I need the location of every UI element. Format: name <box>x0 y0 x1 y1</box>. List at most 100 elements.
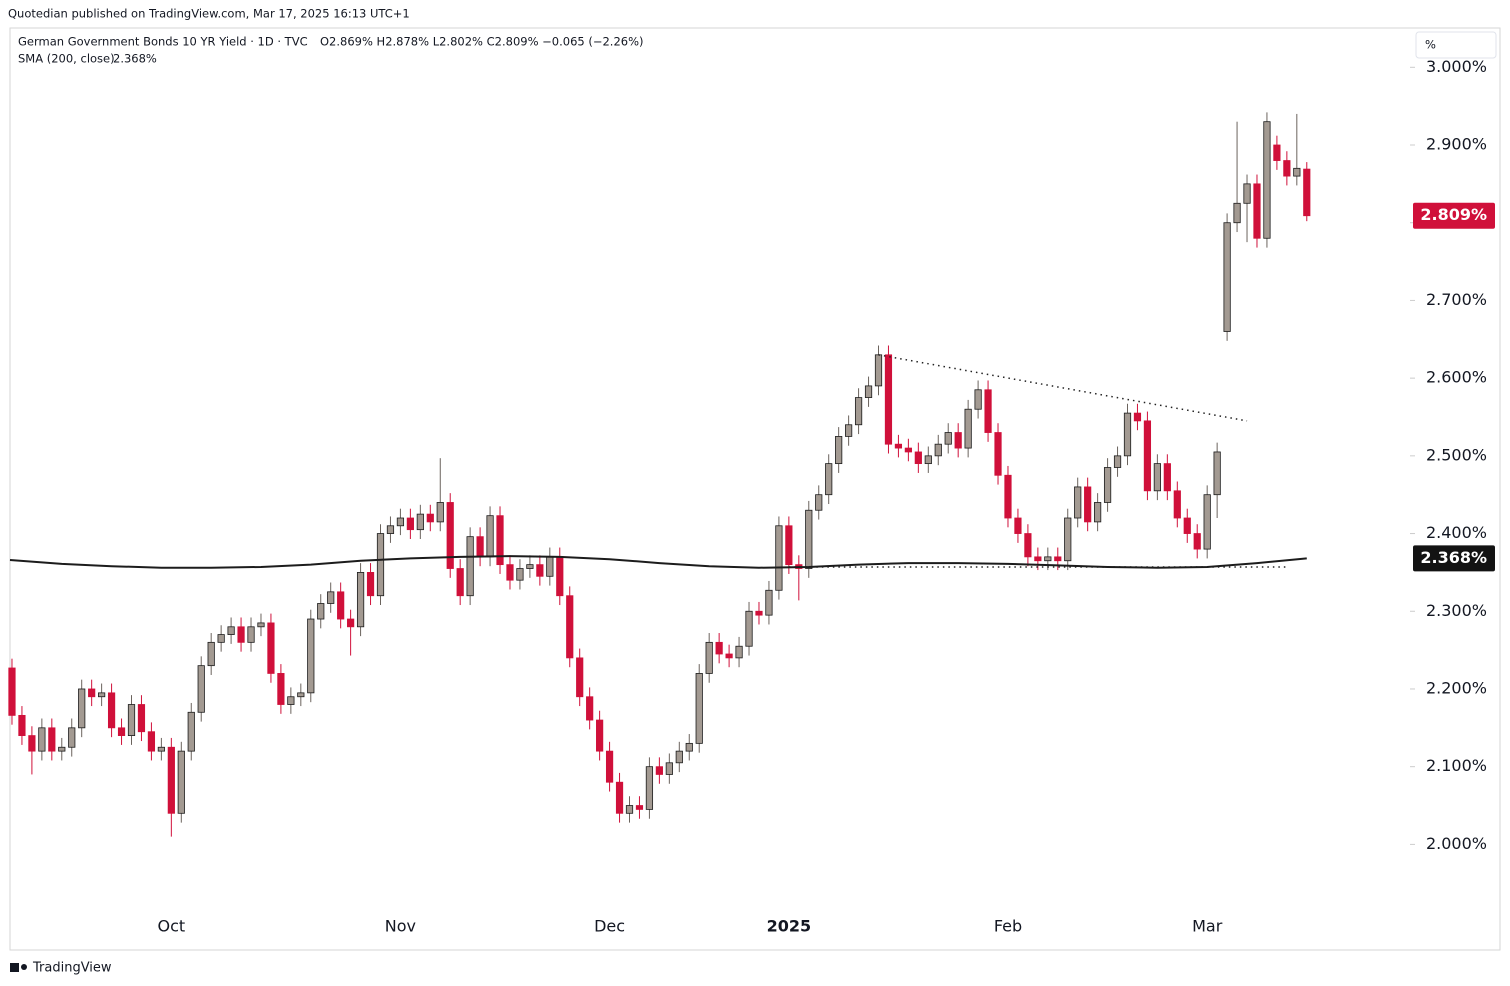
candle-body <box>665 762 673 775</box>
candle-body <box>406 517 414 531</box>
candle-body <box>476 536 484 558</box>
candle-body <box>38 727 46 752</box>
candle-body <box>1133 412 1142 422</box>
candle-body <box>197 665 205 713</box>
trendline <box>878 354 1248 422</box>
candle-body <box>78 688 86 729</box>
y-tick-label: 3.000% <box>1426 57 1487 76</box>
candle-body <box>725 653 733 659</box>
candle-body <box>974 389 982 410</box>
candle-body <box>675 750 683 764</box>
candle-body <box>924 455 932 465</box>
price-tag <box>1413 545 1495 572</box>
candle-body <box>1064 517 1072 562</box>
candle-body <box>277 673 285 705</box>
x-tick-label: Dec <box>594 917 625 936</box>
candle-body <box>237 626 245 643</box>
candle-body <box>1263 121 1271 239</box>
candle-body <box>486 515 494 558</box>
candle-body <box>1074 486 1082 519</box>
candle-body <box>1054 556 1062 562</box>
candle-body <box>785 525 793 566</box>
candle-body <box>137 704 146 733</box>
candle-body <box>297 692 305 698</box>
ohlc-legend: O2.869% H2.878% L2.802% C2.809% −0.065 (… <box>320 35 644 49</box>
candle-body <box>516 568 524 581</box>
chart-title: German Government Bonds 10 YR Yield · 1D… <box>18 35 308 49</box>
candle-body <box>28 735 36 752</box>
candle-body <box>227 626 235 635</box>
candle-body <box>894 443 903 449</box>
candle-body <box>645 766 654 810</box>
candle-body <box>396 517 405 527</box>
price-tag <box>1413 202 1495 229</box>
candle-body <box>765 589 773 616</box>
candle-body <box>8 667 16 716</box>
unit-box[interactable] <box>1415 31 1497 59</box>
candle-body <box>127 704 136 736</box>
candle-body <box>615 781 624 814</box>
candle-body <box>586 696 594 721</box>
candle-body <box>187 711 195 752</box>
frame <box>9 27 1501 951</box>
candle-body <box>347 618 355 628</box>
candle-body <box>1153 463 1161 492</box>
sma-line <box>9 555 1307 569</box>
candle-body <box>147 731 156 752</box>
y-tick-label: 2.200% <box>1426 678 1487 697</box>
candle-body <box>755 610 763 616</box>
candle-body <box>217 634 225 643</box>
candle-body <box>1223 222 1231 332</box>
price-tag-label: 2.809% <box>1420 205 1487 224</box>
candle-body <box>287 696 295 705</box>
candle-body <box>247 626 255 643</box>
candle-body <box>984 389 992 433</box>
candle-body <box>456 568 464 597</box>
unit-label[interactable]: % <box>1425 38 1436 52</box>
candle-body <box>157 746 165 752</box>
candle-body <box>994 432 1002 476</box>
candle-body <box>735 645 743 659</box>
candle-body <box>775 525 783 591</box>
x-tick-label: Feb <box>994 917 1022 936</box>
candle-body <box>566 595 574 659</box>
candle-body <box>914 451 922 465</box>
candle-body <box>1173 490 1181 519</box>
candle-body <box>167 746 175 814</box>
candle-body <box>605 750 614 783</box>
candle-body <box>1203 494 1211 550</box>
candle-body <box>337 591 345 620</box>
candle-body <box>1253 183 1261 239</box>
y-tick-label: 2.600% <box>1426 368 1487 387</box>
candle-body <box>1034 556 1042 562</box>
y-tick-label: 2.700% <box>1426 290 1487 309</box>
candle-body <box>426 513 434 523</box>
candle-body <box>655 766 663 775</box>
candle-body <box>107 692 116 729</box>
candle-body <box>1044 556 1052 562</box>
candle-body <box>257 622 265 628</box>
candle-body <box>177 750 185 814</box>
candle-body <box>1113 455 1122 468</box>
candle-body <box>625 805 634 814</box>
candle-body <box>695 673 703 744</box>
candle-body <box>556 556 564 597</box>
candle-body <box>576 657 584 698</box>
candle-body <box>317 603 325 620</box>
candle-body <box>1283 160 1291 177</box>
candle-body <box>466 536 474 597</box>
y-tick-label: 2.100% <box>1426 756 1487 775</box>
candle-body <box>366 572 375 597</box>
y-tick-label: 2.400% <box>1426 523 1487 542</box>
candle-body <box>1123 412 1132 457</box>
candle-body <box>386 525 395 534</box>
candle-body <box>58 746 66 752</box>
candle-body <box>1103 467 1112 503</box>
x-tick-label: Nov <box>385 917 416 936</box>
candle-body <box>825 463 833 496</box>
candle-body <box>496 515 504 566</box>
candle-body <box>1143 420 1152 492</box>
y-tick-label: 2.300% <box>1426 601 1487 620</box>
candles <box>8 112 1311 837</box>
